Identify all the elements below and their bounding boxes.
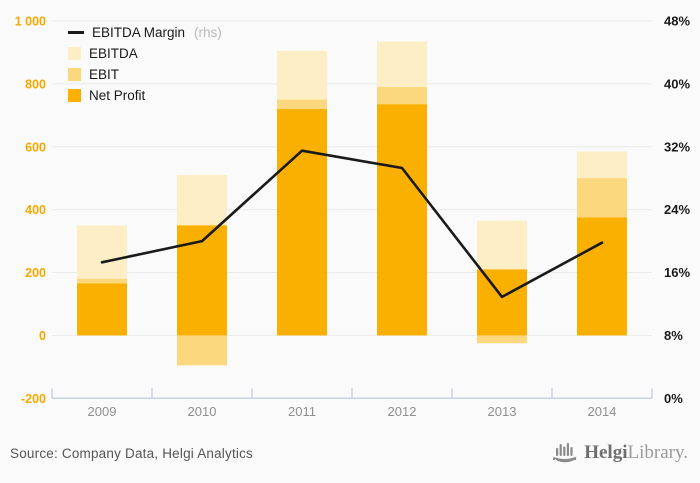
right-axis-label: 0% [664, 391, 683, 406]
left-axis-label: -200 [21, 392, 46, 406]
right-axis-label: 48% [664, 14, 690, 29]
left-axis-label: 400 [25, 203, 46, 217]
right-axis-label: 24% [664, 202, 690, 217]
logo-helgi: Helgi [584, 441, 628, 463]
bar-net-profit-2011 [277, 109, 327, 336]
bar-ebit-2013 [477, 335, 527, 344]
bar-net-profit-2009 [77, 283, 127, 336]
legend-label: EBITDA Margin [92, 25, 186, 40]
year-label: 2014 [588, 404, 617, 419]
bar-net-profit-2013 [477, 269, 527, 336]
square-swatch-icon [68, 89, 81, 102]
helgi-ship-icon [552, 443, 577, 463]
bar-net-profit-2014 [577, 217, 627, 336]
square-swatch-icon [68, 47, 81, 60]
year-label: 2009 [88, 404, 117, 419]
ebitda-chart: 1 000 800 600 400 200 0 -200 48% 40% 32% 24% 16% 8% 0… [15, 14, 691, 420]
left-axis-label: 600 [25, 140, 46, 154]
right-axis-label: 16% [664, 265, 690, 280]
legend-item-ebit: EBIT [68, 68, 222, 81]
legend-item-ebitda-margin: EBITDA Margin (rhs) [68, 26, 222, 39]
legend-item-ebitda: EBITDA [68, 47, 222, 60]
bar-net-profit-2012 [377, 104, 427, 336]
helgi-library-logo: HelgiLibrary. [551, 440, 688, 465]
legend-suffix-rhs: (rhs) [194, 25, 222, 40]
legend-item-net-profit: Net Profit [68, 89, 222, 102]
ebitda-margin-line [100, 149, 604, 299]
right-axis-label: 8% [664, 328, 683, 343]
chart-canvas: 1 000 800 600 400 200 0 -200 48% 40% 32% 24% 16% 8% 0… [15, 14, 691, 420]
line-swatch-icon [68, 31, 84, 34]
logo-wordmark: HelgiLibrary. [584, 442, 688, 464]
year-label: 2013 [488, 404, 517, 419]
left-axis-label: 1 000 [15, 15, 46, 29]
legend-label: Net Profit [89, 88, 146, 103]
left-axis-label: 200 [25, 266, 46, 280]
right-axis-label: 32% [664, 139, 690, 154]
bar-ebit-2010 [177, 335, 227, 366]
year-label: 2010 [188, 404, 217, 419]
year-label: 2011 [288, 404, 316, 419]
logo-library: Library. [627, 441, 689, 463]
year-label: 2012 [388, 404, 417, 419]
right-axis-label: 40% [664, 76, 690, 91]
legend-label: EBITDA [89, 46, 138, 61]
left-axis-label: 800 [25, 77, 46, 91]
chart-legend: EBITDA Margin (rhs) EBITDA EBIT Net Profit [68, 26, 222, 102]
left-axis-label: 0 [39, 329, 46, 343]
chart-footer: Source: Company Data, Helgi Analytics He… [0, 430, 700, 483]
source-caption: Source: Company Data, Helgi Analytics [10, 446, 254, 461]
square-swatch-icon [68, 68, 81, 81]
legend-label: EBIT [89, 67, 120, 82]
